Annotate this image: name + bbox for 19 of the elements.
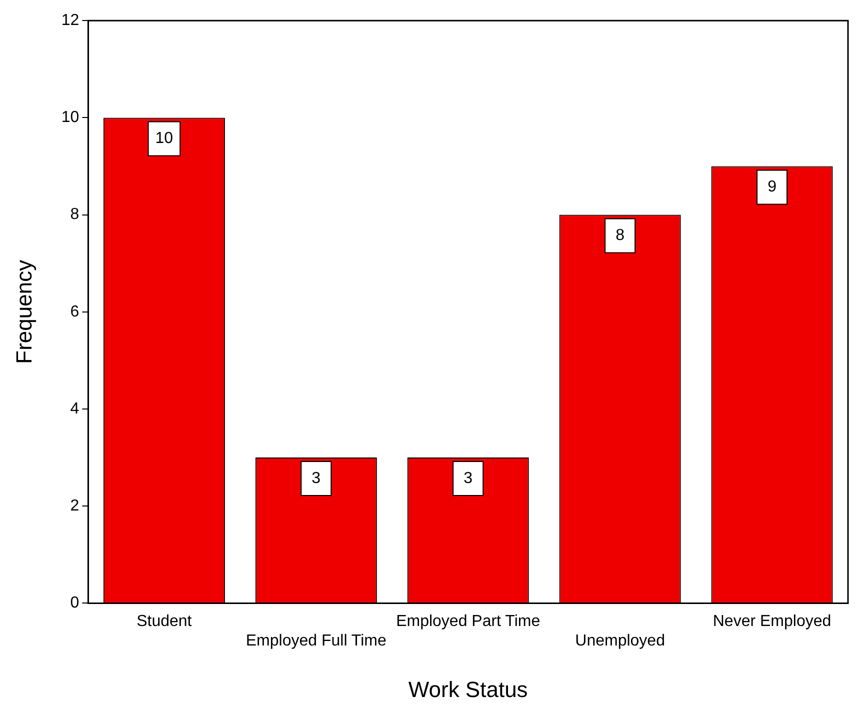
- y-tick-label: 10: [61, 109, 80, 126]
- y-tick-label: 6: [70, 303, 80, 320]
- x-tick-label: Employed Full Time: [246, 632, 386, 650]
- x-axis-title: Work Status: [408, 676, 528, 702]
- data-label: 3: [312, 470, 321, 487]
- x-tick-label: Employed Part Time: [396, 613, 540, 630]
- data-label: 3: [464, 470, 473, 487]
- x-tick-label: Unemployed: [575, 632, 665, 650]
- y-tick-label: 4: [70, 400, 80, 418]
- x-tick-label: Never Employed: [712, 613, 832, 630]
- y-tick-label: 12: [61, 12, 80, 30]
- y-tick-label: 0: [70, 594, 80, 612]
- y-tick-label: 8: [70, 206, 80, 224]
- data-label: 9: [768, 178, 777, 196]
- data-label: 8: [616, 227, 625, 244]
- x-tick-label: Student: [136, 613, 192, 630]
- y-tick-label: 2: [70, 498, 80, 515]
- data-label: 10: [155, 130, 174, 148]
- y-axis-title: Frequency: [11, 260, 36, 364]
